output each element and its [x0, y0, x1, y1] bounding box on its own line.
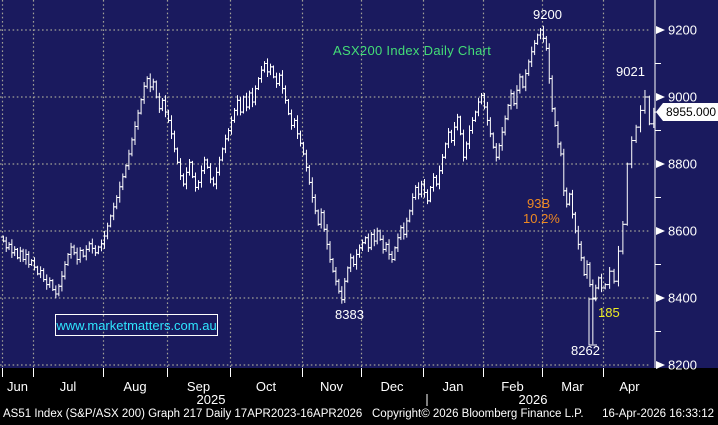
annotation-volume-label: 93B — [527, 196, 550, 211]
month-label: Jan — [443, 379, 464, 394]
y-axis-label: 8600 — [668, 224, 697, 239]
month-label: Feb — [501, 379, 523, 394]
status-bar: AS51 Index (S&P/ASX 200) Graph 217 Daily… — [0, 406, 718, 425]
month-label: Aug — [123, 379, 146, 394]
year-label: 2026 — [519, 392, 548, 407]
annotation-apr-high-label: 9021 — [616, 64, 645, 79]
y-axis-tick-arrow-icon — [656, 294, 665, 302]
y-axis-label: 8800 — [668, 157, 697, 172]
price-badge-arrow-icon — [656, 103, 663, 121]
month-label: Jul — [60, 379, 77, 394]
month-label: Apr — [619, 379, 640, 394]
y-axis-tick-arrow-icon — [656, 160, 665, 168]
marketmatters-link[interactable]: www.marketmatters.com.au — [56, 317, 217, 333]
marketmatters-link-box[interactable]: www.marketmatters.com.au — [55, 314, 218, 336]
y-axis-tick-arrow-icon — [656, 26, 665, 34]
annotation-nov-low-label: 8383 — [335, 307, 364, 322]
y-axis-label: 8400 — [668, 291, 697, 306]
annotation-mar-low-label: 8262 — [571, 343, 600, 358]
y-axis-label: 9000 — [668, 90, 697, 105]
month-label: Mar — [561, 379, 584, 394]
status-timestamp: 16-Apr-2026 16:33:12 — [602, 408, 714, 420]
status-copyright: Copyright© 2026 Bloomberg Finance L.P. — [372, 408, 584, 420]
chart-title: ASX200 Index Daily Chart — [333, 43, 492, 58]
year-label: 2025 — [197, 392, 226, 407]
last-price-value: 8955.000 — [663, 103, 718, 121]
annotation-range-label: 185 — [598, 305, 620, 320]
range-bracket — [588, 298, 597, 346]
bottom-band — [0, 368, 718, 425]
y-axis-tick-arrow-icon — [656, 227, 665, 235]
annotation-pct-drop-label: 10.2% — [523, 211, 560, 226]
annotation-feb-high-label: 9200 — [533, 7, 562, 22]
last-price-badge: 8955.000 — [656, 103, 718, 121]
y-axis-tick-arrow-icon — [656, 361, 665, 369]
month-label: Jun — [7, 379, 28, 394]
y-axis-label: 8200 — [668, 358, 697, 373]
month-label: Nov — [320, 379, 344, 394]
month-label: Dec — [380, 379, 404, 394]
y-axis-label: 9200 — [668, 23, 697, 38]
status-instrument: AS51 Index (S&P/ASX 200) Graph 217 Daily… — [3, 408, 363, 420]
y-axis-tick-arrow-icon — [656, 93, 665, 101]
month-label: Oct — [256, 379, 277, 394]
month-label: Sep — [187, 379, 210, 394]
